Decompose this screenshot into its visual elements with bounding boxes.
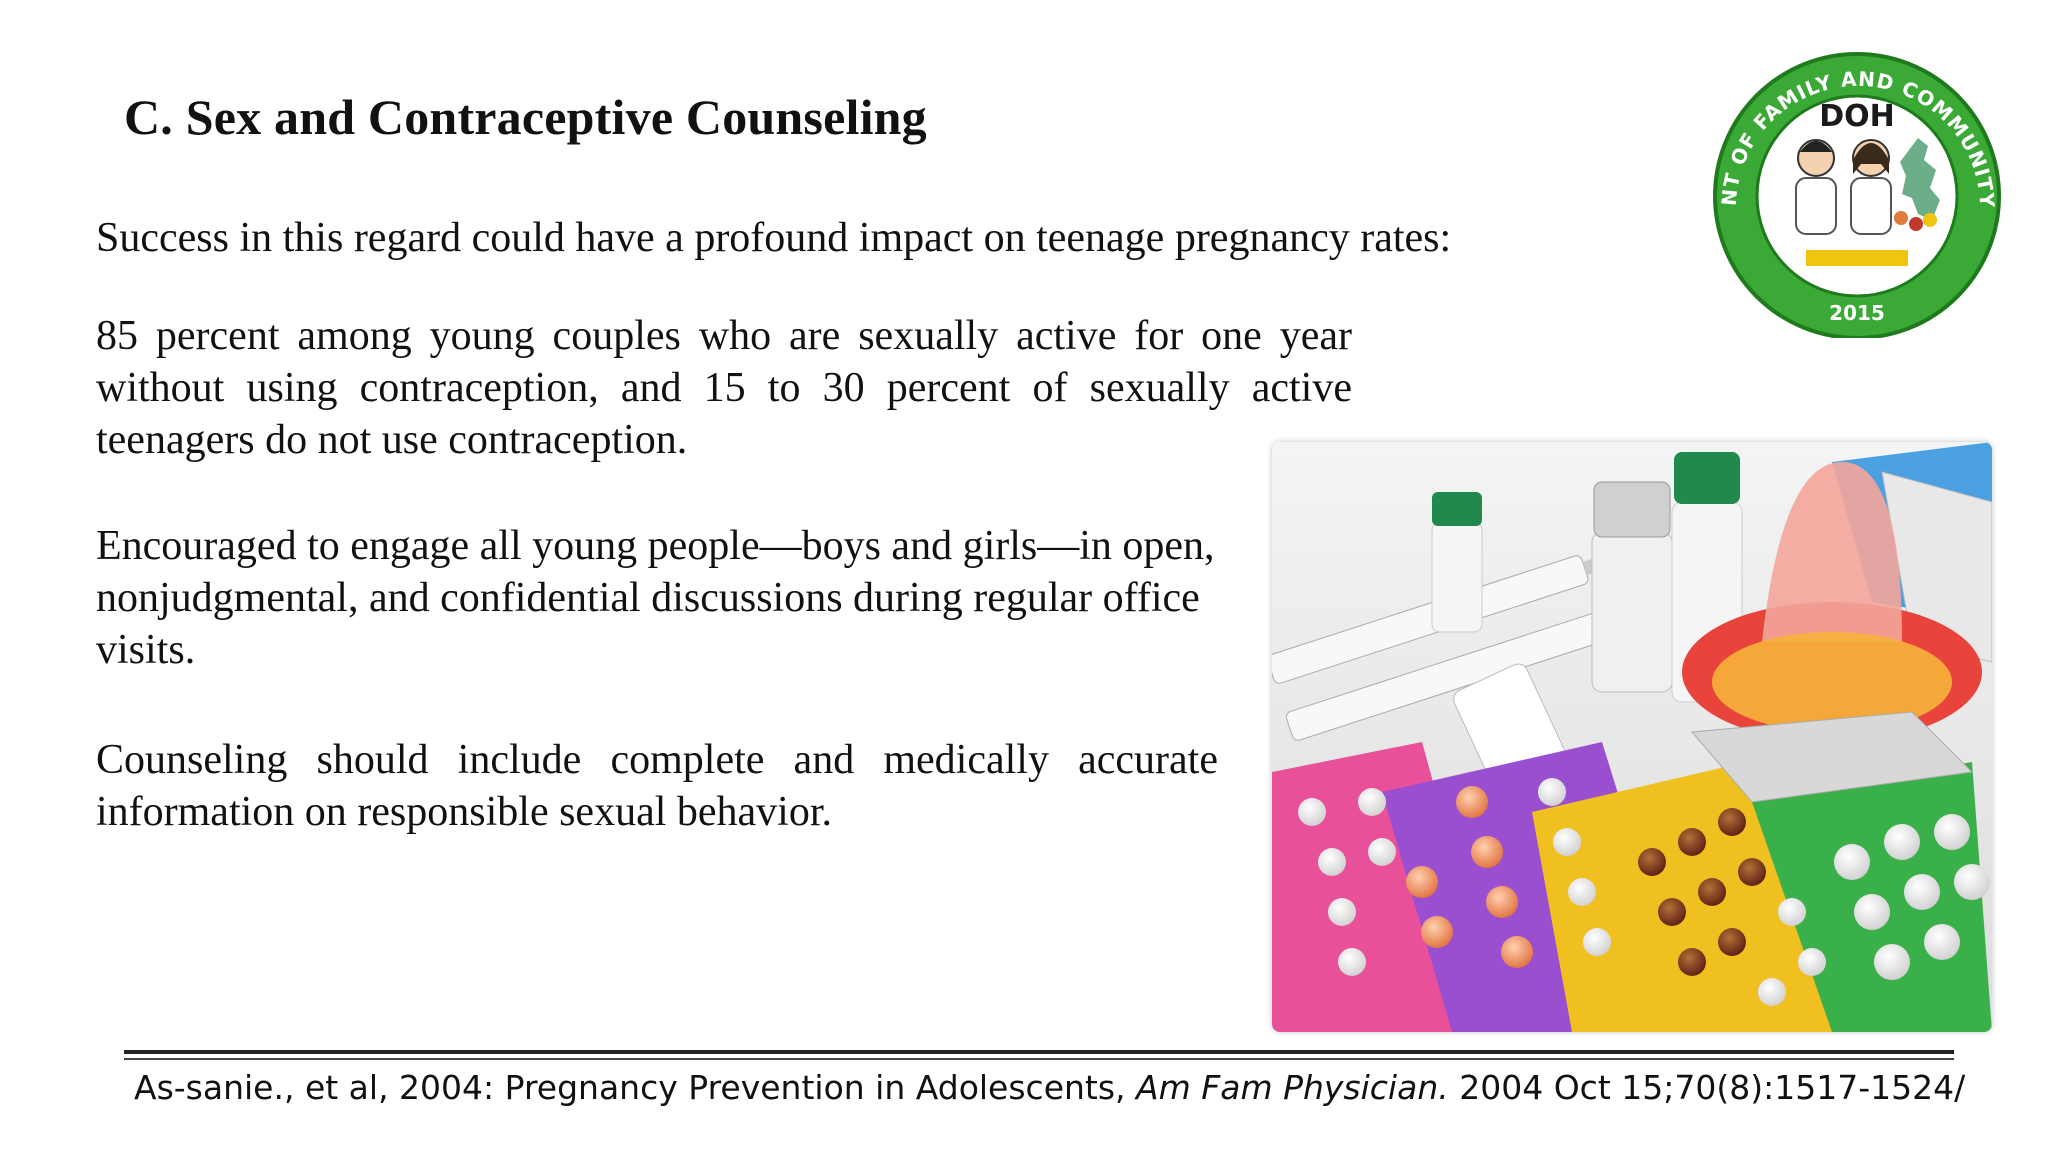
paragraph-engagement: Encouraged to engage all young people—bo… <box>96 523 1215 673</box>
paragraph-statistics: 85 percent among young couples who are s… <box>96 313 1352 463</box>
citation-prefix: As-sanie., et al, 2004: Pregnancy Preven… <box>134 1068 1137 1107</box>
contraceptives-illustration-icon <box>1272 442 1992 1032</box>
contraceptives-photo <box>1272 442 1992 1032</box>
slide-subtitle: Success in this regard could have a prof… <box>96 215 1452 261</box>
citation: As-sanie., et al, 2004: Pregnancy Preven… <box>134 1068 1965 1107</box>
citation-suffix: 2004 Oct 15;70(8):1517-1524/ <box>1448 1068 1966 1107</box>
svg-text:DOH: DOH <box>1819 99 1895 134</box>
paragraph-counseling: Counseling should include complete and m… <box>96 737 1218 835</box>
seal-icon: DEPARTMENT OF FAMILY AND COMMUNITY MEDIC… <box>1686 29 2001 340</box>
citation-journal: Am Fam Physician. <box>1136 1068 1449 1107</box>
footer-divider-thick <box>124 1050 1954 1054</box>
svg-text:2015: 2015 <box>1829 301 1885 325</box>
doh-seal-logo: DEPARTMENT OF FAMILY AND COMMUNITY MEDIC… <box>1686 29 2018 340</box>
footer-divider-thin <box>124 1058 1954 1060</box>
slide-title: C. Sex and Contraceptive Counseling <box>124 89 927 145</box>
